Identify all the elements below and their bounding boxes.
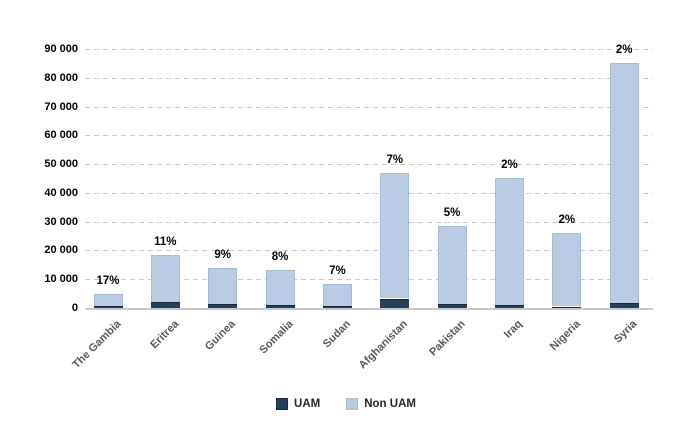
- percent-label: 8%: [271, 251, 289, 264]
- x-tick-label: The Gambia: [70, 318, 124, 372]
- y-tick-label: 70 000: [44, 100, 78, 113]
- bar-segment-non-uam: [322, 284, 352, 307]
- x-tick-label: Iraq: [502, 318, 525, 341]
- gridline: [85, 106, 653, 108]
- gridline: [85, 250, 653, 252]
- y-tick-label: 90 000: [44, 43, 78, 55]
- x-tick-label: Somalia: [257, 318, 296, 357]
- bar-segment-uam: [93, 305, 123, 308]
- bar-segment-uam: [150, 302, 180, 308]
- bar-segment-uam: [208, 304, 238, 308]
- bar-segment-non-uam: [552, 233, 582, 307]
- bar-segment-uam: [380, 298, 410, 308]
- bar-segment-non-uam: [150, 255, 180, 303]
- bar-segment-non-uam: [380, 172, 410, 299]
- bar-segment-uam: [437, 303, 467, 308]
- x-tick-label: Pakistan: [427, 318, 468, 359]
- y-tick-label: 0: [71, 302, 78, 314]
- bar-segment-uam: [552, 306, 582, 308]
- y-tick-label: 60 000: [44, 129, 78, 142]
- gridline: [85, 77, 653, 79]
- gridline: [85, 135, 653, 137]
- y-tick-label: 20 000: [44, 244, 78, 257]
- uam-swatch-icon: [276, 398, 289, 410]
- legend-label-uam: UAM: [294, 398, 321, 410]
- x-tick-label: Syria: [612, 318, 640, 346]
- non-uam-swatch-icon: [346, 398, 359, 410]
- y-tick-label: 10 000: [44, 273, 78, 286]
- bar-segment-non-uam: [609, 63, 639, 304]
- gridline: [85, 192, 653, 194]
- legend-item-non-uam: Non UAM: [346, 398, 416, 410]
- gridline: [85, 279, 653, 281]
- y-tick-label: 30 000: [44, 215, 78, 228]
- bar-segment-non-uam: [437, 225, 467, 304]
- x-axis-line: [85, 308, 653, 310]
- percent-label: 11%: [154, 236, 177, 249]
- gridline: [85, 164, 653, 166]
- x-tick-label: Afghanistan: [356, 318, 411, 372]
- percent-label: 7%: [386, 153, 404, 166]
- percent-label: 5%: [443, 206, 461, 219]
- y-tick-label: 40 000: [44, 186, 78, 199]
- bar-segment-non-uam: [208, 268, 238, 305]
- gridline: [85, 49, 653, 50]
- legend: UAM Non UAM: [0, 398, 692, 410]
- percent-label: 2%: [615, 44, 633, 57]
- legend-label-non-uam: Non UAM: [364, 398, 416, 410]
- percent-label: 9%: [214, 249, 231, 262]
- legend-item-uam: UAM: [276, 398, 320, 410]
- bar-segment-non-uam: [265, 270, 295, 305]
- bar-segment-uam: [322, 306, 352, 308]
- gridline: [85, 221, 653, 223]
- y-tick-label: 80 000: [44, 71, 78, 84]
- percent-label: 2%: [501, 158, 518, 171]
- bar-segment-non-uam: [494, 177, 524, 306]
- percent-label: 17%: [96, 275, 120, 288]
- percent-label: 7%: [329, 265, 346, 278]
- x-tick-label: Eritrea: [147, 318, 181, 352]
- percent-label: 2%: [558, 214, 576, 227]
- bar-segment-uam: [609, 303, 639, 308]
- bar-segment-uam: [494, 305, 524, 308]
- y-tick-label: 50 000: [44, 158, 78, 171]
- bar-segment-uam: [265, 304, 295, 308]
- x-tick-label: Guinea: [203, 318, 239, 353]
- x-tick-label: Sudan: [320, 318, 353, 351]
- bar-segment-non-uam: [93, 294, 123, 306]
- x-tick-label: Nigeria: [547, 318, 583, 353]
